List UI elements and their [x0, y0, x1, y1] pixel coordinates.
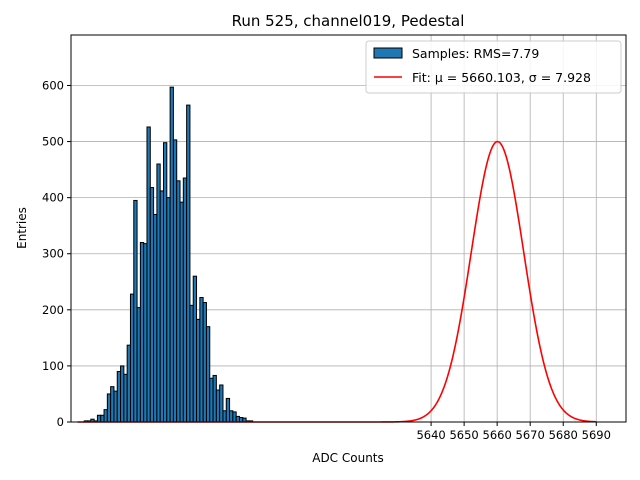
- legend-box: [365, 40, 622, 94]
- x-tick-label: 5640: [416, 428, 445, 442]
- x-tick-label: 5690: [582, 428, 611, 442]
- legend-histogram-label: Samples: RMS=7.79: [412, 46, 539, 61]
- x-axis-label: ADC Counts: [312, 451, 384, 465]
- legend-histogram-swatch: [373, 47, 403, 59]
- legend: Samples: RMS=7.79 Fit: μ = 5660.103, σ =…: [365, 40, 622, 94]
- plot-frame: [70, 34, 627, 423]
- y-tick-label: 400: [42, 191, 64, 205]
- y-tick-label: 300: [42, 247, 64, 261]
- y-tick-label: 0: [57, 415, 64, 429]
- histogram-bars: [83, 86, 254, 423]
- x-tick-label: 5650: [449, 428, 478, 442]
- y-tick-label: 200: [42, 303, 64, 317]
- y-tick-label: 500: [42, 135, 64, 149]
- y-axis-ticks: 0 100 200 300 400 500 600: [42, 78, 71, 429]
- chart-title: Run 525, channel019, Pedestal: [232, 12, 465, 30]
- y-tick-label: 600: [42, 78, 64, 92]
- legend-fit-label: Fit: μ = 5660.103, σ = 7.928: [412, 70, 591, 85]
- x-tick-label: 5680: [549, 428, 578, 442]
- x-tick-label: 5670: [516, 428, 545, 442]
- y-tick-label: 100: [42, 359, 64, 373]
- x-axis-ticks: 5640 5650 5660 5670 5680 5690: [416, 422, 611, 442]
- x-tick-label: 5660: [483, 428, 512, 442]
- y-axis-label: Entries: [15, 207, 29, 249]
